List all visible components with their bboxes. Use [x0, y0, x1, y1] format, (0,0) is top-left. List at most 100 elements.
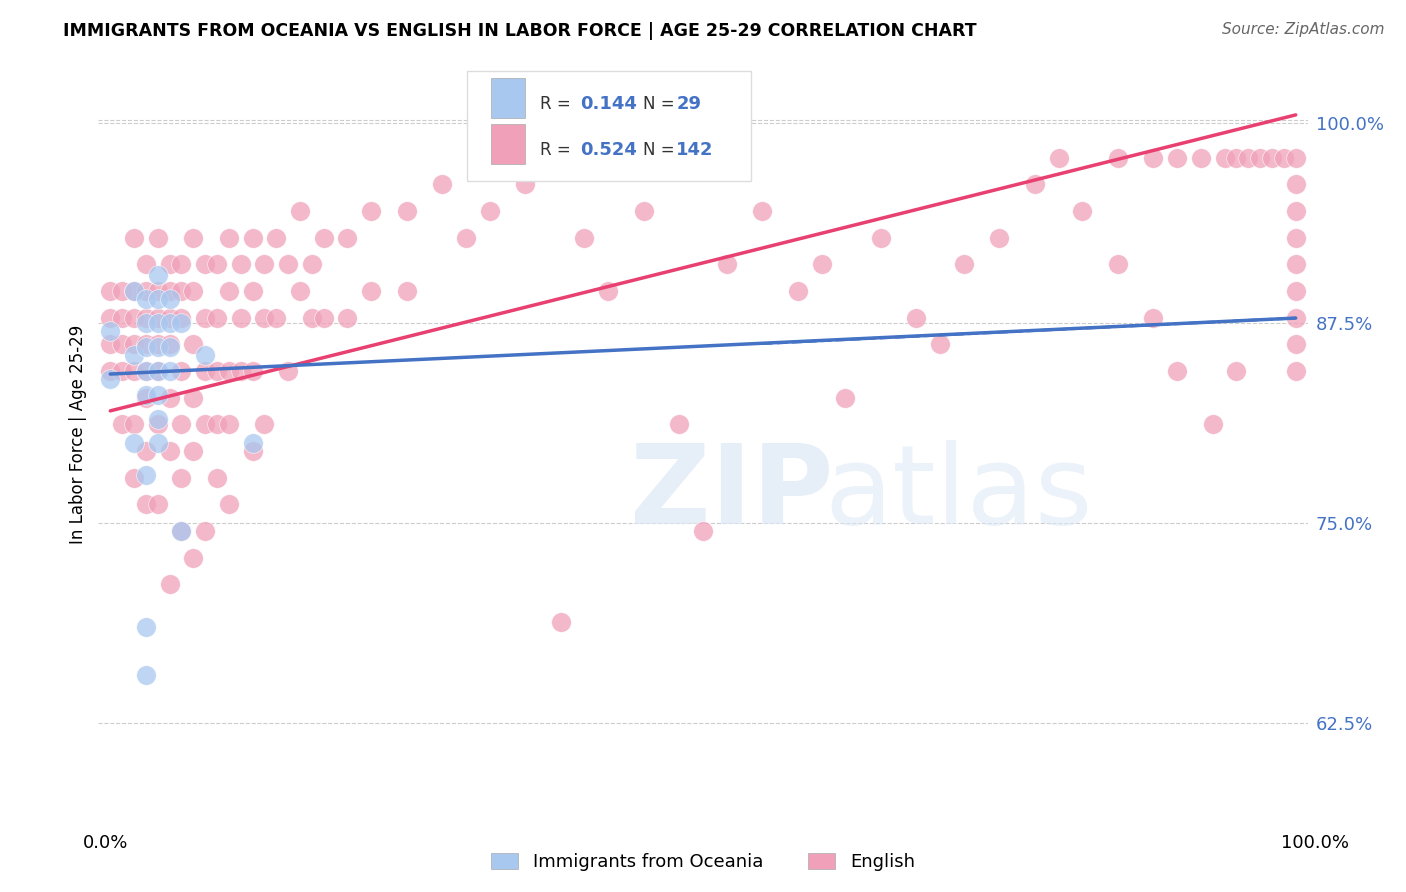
Point	[1047, 151, 1070, 165]
Point	[205, 364, 228, 378]
Point	[1249, 151, 1271, 165]
Point	[135, 443, 157, 458]
Point	[1142, 151, 1164, 165]
Point	[181, 284, 204, 298]
Point	[135, 340, 157, 354]
Point	[242, 443, 264, 458]
Point	[181, 443, 204, 458]
Point	[159, 316, 181, 330]
Point	[135, 467, 157, 482]
Point	[301, 257, 323, 271]
Point	[98, 364, 121, 378]
Point	[159, 311, 181, 326]
Point	[122, 417, 145, 431]
Point	[146, 336, 169, 351]
Point	[229, 364, 252, 378]
Point	[111, 284, 134, 298]
Point	[146, 311, 169, 326]
Point	[929, 336, 952, 351]
Point	[1024, 177, 1046, 191]
Point	[135, 292, 157, 306]
Point	[1285, 364, 1308, 378]
Point	[122, 231, 145, 245]
Point	[170, 471, 193, 485]
Point	[277, 257, 299, 271]
Point	[170, 316, 193, 330]
Point	[598, 284, 620, 298]
Point	[253, 311, 276, 326]
Point	[288, 284, 311, 298]
FancyBboxPatch shape	[492, 78, 526, 119]
Point	[159, 364, 181, 378]
Point	[159, 340, 181, 354]
Point	[170, 257, 193, 271]
Point	[218, 231, 240, 245]
Point	[360, 203, 382, 218]
Point	[146, 340, 169, 354]
Point	[170, 311, 193, 326]
Point	[229, 257, 252, 271]
Point	[668, 417, 690, 431]
Text: R =: R =	[540, 95, 576, 112]
Point	[1285, 203, 1308, 218]
Point	[122, 284, 145, 298]
Point	[1166, 151, 1188, 165]
Point	[1272, 151, 1295, 165]
Point	[122, 348, 145, 362]
Point	[253, 417, 276, 431]
Point	[135, 257, 157, 271]
Point	[111, 311, 134, 326]
Point	[194, 257, 217, 271]
Point	[633, 203, 655, 218]
Point	[264, 231, 287, 245]
Point	[135, 284, 157, 298]
Point	[952, 257, 974, 271]
Text: 0.0%: 0.0%	[83, 834, 128, 852]
Text: R =: R =	[540, 141, 576, 159]
FancyBboxPatch shape	[467, 70, 751, 181]
Point	[181, 391, 204, 405]
Point	[242, 435, 264, 450]
Point	[98, 311, 121, 326]
Point	[146, 284, 169, 298]
Point	[98, 372, 121, 386]
Point	[1285, 231, 1308, 245]
Text: 0.144: 0.144	[579, 95, 637, 112]
Point	[1237, 151, 1260, 165]
Point	[264, 311, 287, 326]
Point	[146, 435, 169, 450]
Point	[146, 292, 169, 306]
Text: 142: 142	[676, 141, 714, 159]
Point	[98, 336, 121, 351]
Point	[1071, 203, 1094, 218]
Point	[1261, 151, 1284, 165]
Point	[218, 284, 240, 298]
Point	[1285, 336, 1308, 351]
Text: IMMIGRANTS FROM OCEANIA VS ENGLISH IN LABOR FORCE | AGE 25-29 CORRELATION CHART: IMMIGRANTS FROM OCEANIA VS ENGLISH IN LA…	[63, 22, 977, 40]
Point	[181, 336, 204, 351]
Point	[1202, 417, 1225, 431]
Point	[229, 311, 252, 326]
Text: ZIP: ZIP	[630, 441, 834, 547]
Point	[146, 316, 169, 330]
Point	[122, 471, 145, 485]
Point	[146, 268, 169, 282]
Point	[135, 620, 157, 634]
Point	[135, 497, 157, 511]
Point	[242, 284, 264, 298]
Point	[135, 364, 157, 378]
Point	[574, 231, 596, 245]
Point	[98, 284, 121, 298]
Point	[786, 284, 808, 298]
Point	[205, 471, 228, 485]
Point	[181, 231, 204, 245]
Point	[181, 551, 204, 566]
Point	[146, 364, 169, 378]
Point	[159, 443, 181, 458]
Point	[454, 231, 477, 245]
Text: N =: N =	[643, 95, 679, 112]
Point	[751, 203, 773, 218]
Point	[242, 231, 264, 245]
Point	[194, 524, 217, 538]
Point	[122, 336, 145, 351]
